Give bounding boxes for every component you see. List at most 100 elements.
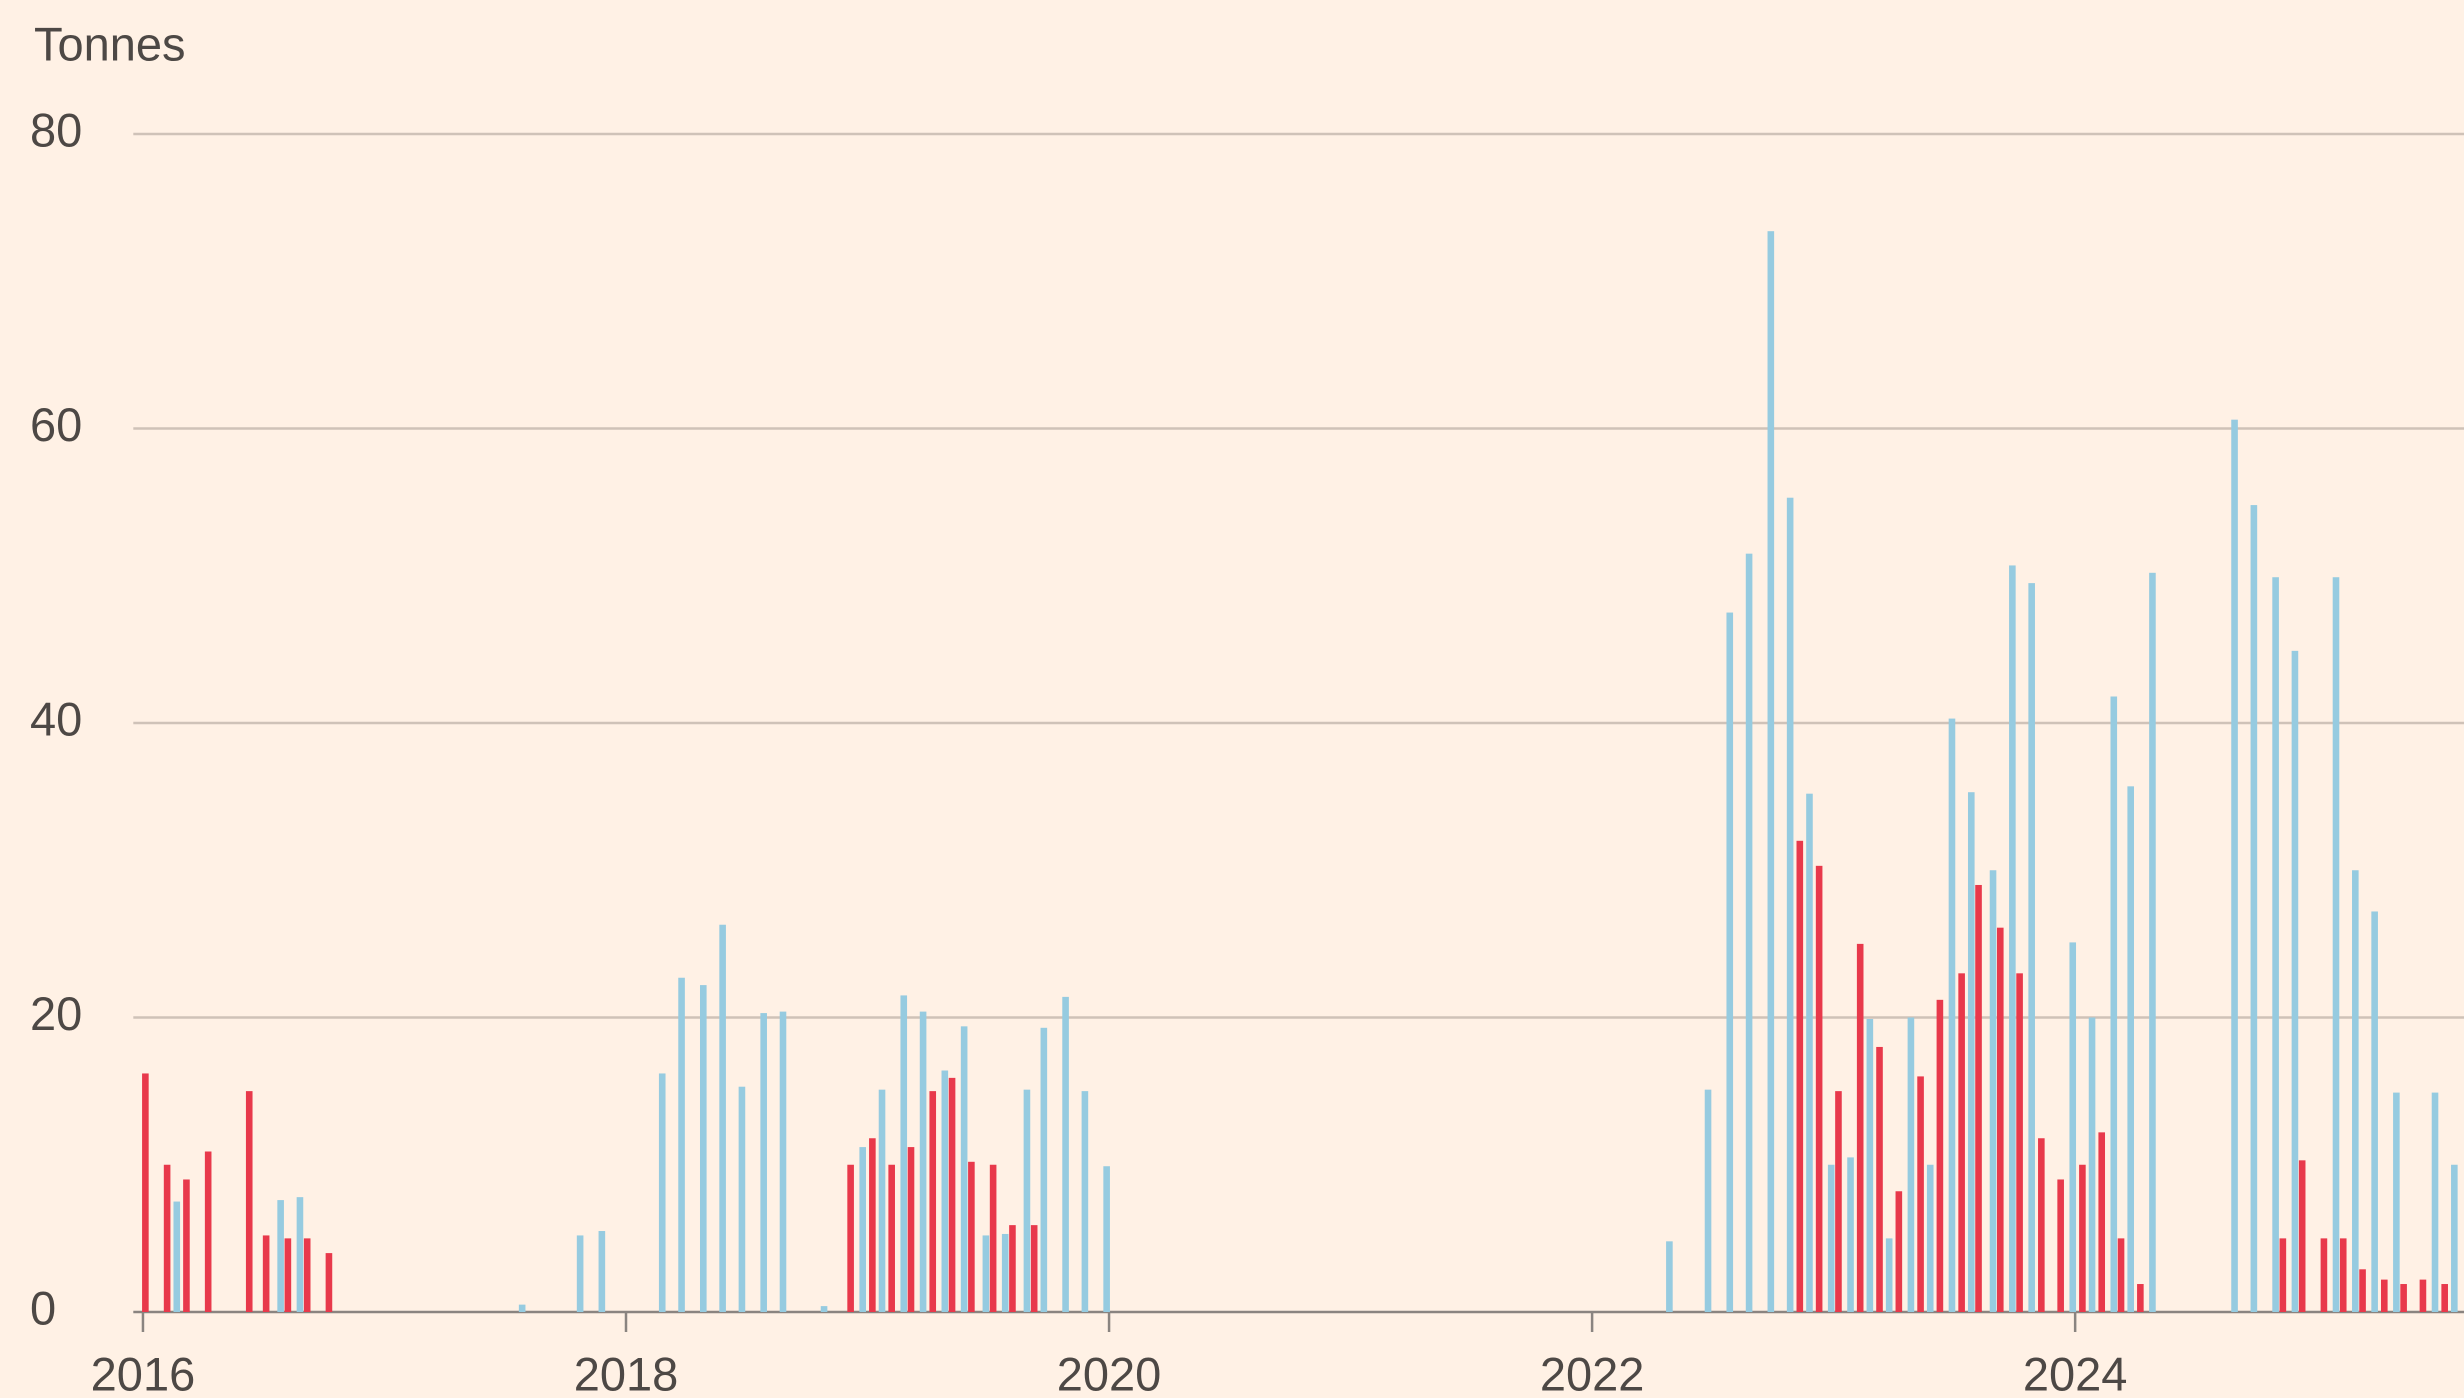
bar	[760, 1013, 767, 1312]
bar	[1917, 1076, 1924, 1312]
bar	[847, 1164, 854, 1312]
bar	[1786, 497, 1794, 1312]
bar	[678, 977, 685, 1312]
bar	[968, 1161, 975, 1312]
y-tick-label: 80	[30, 103, 82, 156]
y-tick-label: 40	[30, 692, 82, 745]
x-tick-label: 2022	[1540, 1347, 1645, 1398]
bar	[1081, 1091, 1089, 1312]
bar	[2380, 1279, 2388, 1312]
bar	[948, 1077, 956, 1312]
bar	[2371, 911, 2378, 1312]
bar	[1885, 1238, 1893, 1312]
bar	[2291, 650, 2299, 1312]
y-tick-label: 0	[30, 1281, 56, 1334]
bar	[2339, 1238, 2347, 1312]
bar	[2298, 1160, 2306, 1312]
bar	[779, 1011, 787, 1312]
bar	[1835, 1091, 1842, 1312]
bar	[1876, 1046, 1883, 1312]
bar	[2069, 942, 2077, 1312]
bar	[245, 1091, 253, 1312]
bar	[2079, 1164, 2086, 1312]
bar	[699, 985, 707, 1312]
bar	[2431, 1092, 2439, 1312]
bar	[2352, 870, 2359, 1312]
bar	[2137, 1284, 2144, 1312]
bar	[1726, 612, 1734, 1312]
bar	[1989, 870, 1997, 1312]
bar	[163, 1164, 171, 1312]
bar	[941, 1070, 949, 1312]
bar	[1907, 1017, 1915, 1312]
bar	[2231, 419, 2238, 1312]
bar	[142, 1073, 149, 1312]
bar	[2110, 696, 2118, 1312]
bar	[869, 1138, 876, 1312]
bar	[1040, 1027, 1048, 1312]
bar	[1666, 1241, 1673, 1312]
bar	[1895, 1191, 1903, 1312]
bar	[878, 1089, 886, 1312]
bar	[2127, 786, 2134, 1312]
bar	[1767, 231, 1775, 1312]
bar	[2098, 1132, 2106, 1312]
x-tick-label: 2024	[2023, 1347, 2128, 1398]
bar	[1704, 1089, 1712, 1312]
bar	[2272, 577, 2279, 1312]
bar	[2441, 1284, 2448, 1312]
bar	[719, 924, 726, 1312]
bar	[2320, 1238, 2328, 1312]
bar	[929, 1091, 937, 1312]
bar	[1806, 793, 1813, 1312]
bar	[1958, 973, 1965, 1312]
bar	[888, 1164, 895, 1312]
bar	[2400, 1284, 2407, 1312]
bar	[598, 1231, 606, 1312]
y-tick-label: 60	[30, 398, 82, 451]
bar	[2279, 1238, 2287, 1312]
bar	[1996, 927, 2004, 1312]
bar	[1936, 999, 1944, 1312]
bar	[1926, 1164, 1934, 1312]
bar	[1001, 1233, 1009, 1312]
bar	[2451, 1164, 2458, 1312]
bar	[1847, 1157, 1854, 1312]
bar	[303, 1238, 311, 1312]
bar	[2359, 1269, 2366, 1312]
bar	[518, 1304, 526, 1312]
bar	[1009, 1225, 1016, 1312]
bar	[2016, 973, 2023, 1312]
bar	[173, 1201, 181, 1312]
bar	[2250, 505, 2258, 1312]
bar	[1103, 1166, 1110, 1312]
bar	[738, 1086, 746, 1312]
bar	[989, 1164, 997, 1312]
bar	[1827, 1164, 1835, 1312]
bar	[900, 995, 908, 1312]
bar	[1975, 884, 1982, 1312]
bar	[204, 1151, 212, 1312]
bar	[907, 1147, 915, 1312]
bar	[2149, 572, 2156, 1312]
bar	[2393, 1092, 2400, 1312]
bar	[859, 1147, 867, 1312]
bar	[982, 1235, 990, 1312]
bar	[960, 1026, 968, 1312]
bar	[658, 1073, 666, 1312]
y-axis-label: Tonnes	[34, 17, 186, 70]
bar	[1815, 865, 1823, 1312]
bar	[296, 1197, 304, 1312]
bar	[1062, 996, 1069, 1312]
bar	[1856, 943, 1864, 1312]
bar	[1745, 553, 1753, 1312]
bar	[277, 1200, 284, 1312]
bar	[1967, 792, 1975, 1312]
bar	[1023, 1089, 1031, 1312]
bar	[2038, 1138, 2045, 1312]
bar	[2088, 1017, 2096, 1312]
bar	[1948, 718, 1956, 1312]
bar	[1866, 1018, 1874, 1312]
bar	[820, 1306, 828, 1312]
